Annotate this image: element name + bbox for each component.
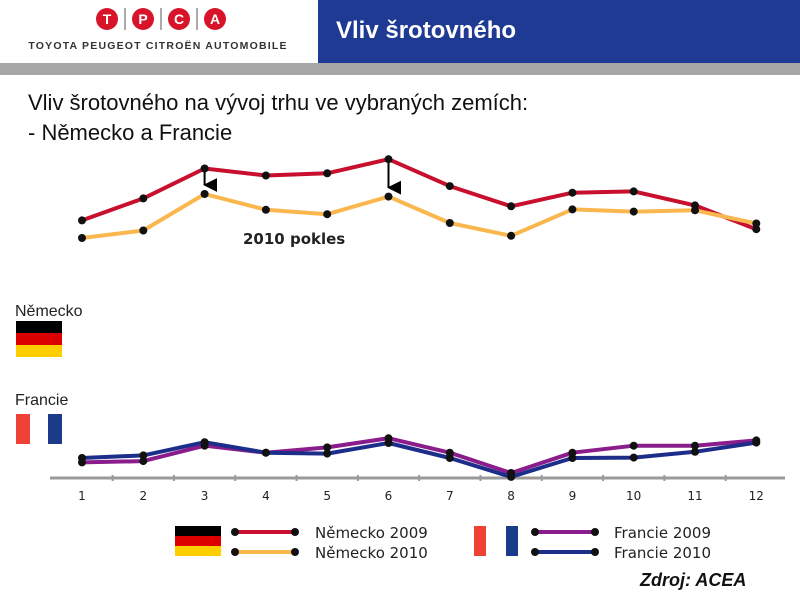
title-banner: Vliv šrotovného bbox=[318, 0, 800, 63]
legend-marker bbox=[591, 528, 599, 536]
data-point bbox=[629, 207, 638, 216]
subtitle-line-1: Vliv šrotovného na vývoj trhu ve vybraný… bbox=[28, 90, 529, 115]
data-point bbox=[384, 439, 393, 447]
logo-subtitle: TOYOTA PEUGEOT CITROËN AUTOMOBILE bbox=[28, 40, 288, 52]
legend-marker bbox=[531, 528, 539, 536]
series-line bbox=[81, 192, 757, 240]
data-point bbox=[261, 171, 270, 180]
data-point bbox=[445, 182, 454, 191]
data-point bbox=[384, 192, 393, 201]
data-point bbox=[139, 457, 148, 466]
data-point bbox=[139, 451, 148, 460]
logo-letter-c: C bbox=[168, 8, 190, 30]
data-point bbox=[445, 219, 454, 227]
x-tick-label: 3 bbox=[201, 489, 209, 503]
series-line bbox=[81, 440, 757, 479]
x-tick-label: 12 bbox=[749, 489, 764, 503]
data-point bbox=[261, 448, 270, 457]
group-label-france: Francie bbox=[15, 392, 68, 409]
annotation: 2010 pokles bbox=[203, 161, 402, 248]
data-point bbox=[568, 205, 577, 214]
data-point bbox=[629, 453, 638, 462]
germany-flag-icon bbox=[16, 321, 62, 357]
x-tick-label: 4 bbox=[262, 489, 270, 503]
group-label-germany: Německo bbox=[15, 303, 83, 320]
legend-label: Německo 2009 bbox=[315, 524, 428, 542]
data-point bbox=[200, 190, 209, 198]
x-tick-label: 5 bbox=[323, 489, 331, 503]
data-point bbox=[323, 443, 332, 452]
tpca-logo: T P C A TOYOTA PEUGEOT CITROËN AUTOMOBIL… bbox=[0, 0, 318, 63]
x-tick-label: 9 bbox=[569, 489, 577, 503]
x-tick-label: 10 bbox=[626, 489, 641, 503]
legend-marker bbox=[531, 548, 539, 556]
data-point bbox=[323, 210, 332, 219]
logo-letter-t: T bbox=[96, 8, 118, 30]
data-point bbox=[384, 155, 393, 164]
header: T P C A TOYOTA PEUGEOT CITROËN AUTOMOBIL… bbox=[0, 0, 800, 63]
legend-france-flag-icon bbox=[474, 526, 518, 556]
source-note: Zdroj: ACEA bbox=[640, 570, 747, 590]
slide-subtitle: Vliv šrotovného na vývoj trhu ve vybraný… bbox=[28, 88, 528, 148]
logo-letters: T P C A bbox=[96, 8, 226, 30]
data-point bbox=[445, 454, 454, 462]
data-point bbox=[261, 205, 270, 214]
france-flag-icon bbox=[16, 414, 62, 444]
logo-divider bbox=[160, 8, 162, 30]
series-line bbox=[81, 157, 758, 232]
data-point bbox=[568, 454, 577, 462]
data-point bbox=[78, 454, 86, 462]
legend-label: Německo 2010 bbox=[315, 544, 428, 562]
logo-divider bbox=[196, 8, 198, 30]
legend-marker bbox=[591, 548, 599, 556]
legend-marker bbox=[291, 548, 299, 556]
data-point bbox=[507, 202, 516, 211]
page-title: Vliv šrotovného bbox=[336, 17, 517, 44]
data-point bbox=[752, 225, 761, 234]
logo-divider bbox=[124, 8, 126, 30]
data-point bbox=[691, 206, 699, 215]
data-point bbox=[200, 164, 209, 173]
annotation-label: 2010 pokles bbox=[243, 230, 345, 248]
legend-marker bbox=[231, 548, 239, 556]
x-tick-label: 1 bbox=[78, 489, 86, 503]
legend: Německo 2009 Německo 2010 Francie 2009 Fran… bbox=[175, 524, 711, 562]
legend-label: Francie 2009 bbox=[614, 524, 711, 542]
data-point bbox=[139, 226, 148, 235]
subtitle-line-2: - Německo a Francie bbox=[28, 120, 233, 145]
data-point bbox=[752, 438, 761, 447]
data-point bbox=[139, 194, 148, 203]
x-tick-label: 11 bbox=[687, 489, 702, 503]
data-point bbox=[691, 441, 699, 450]
x-tick-label: 6 bbox=[385, 489, 393, 503]
data-point bbox=[691, 447, 699, 456]
legend-marker bbox=[291, 528, 299, 536]
data-point bbox=[78, 234, 86, 242]
series-line bbox=[81, 436, 757, 475]
legend-marker bbox=[231, 528, 239, 536]
data-point bbox=[568, 188, 577, 197]
data-point bbox=[629, 441, 638, 450]
data-point bbox=[200, 438, 209, 447]
x-tick-label: 2 bbox=[139, 489, 147, 503]
data-point bbox=[752, 219, 761, 228]
data-point bbox=[78, 216, 86, 225]
data-point bbox=[323, 169, 332, 178]
data-point bbox=[507, 231, 516, 240]
x-tick-label: 8 bbox=[507, 489, 515, 503]
divider-bar bbox=[0, 63, 800, 75]
data-point bbox=[507, 472, 516, 481]
legend-germany-flag-icon bbox=[175, 526, 221, 556]
legend-label: Francie 2010 bbox=[614, 544, 711, 562]
logo-letter-p: P bbox=[132, 8, 154, 30]
logo-letter-a: A bbox=[204, 8, 226, 30]
x-ticks: 1 2 3 4 5 6 7 8 9 10 11 12 bbox=[78, 475, 764, 503]
x-tick-label: 7 bbox=[446, 489, 454, 503]
data-point bbox=[629, 187, 638, 196]
series-group bbox=[78, 155, 761, 481]
data-point bbox=[323, 449, 332, 458]
